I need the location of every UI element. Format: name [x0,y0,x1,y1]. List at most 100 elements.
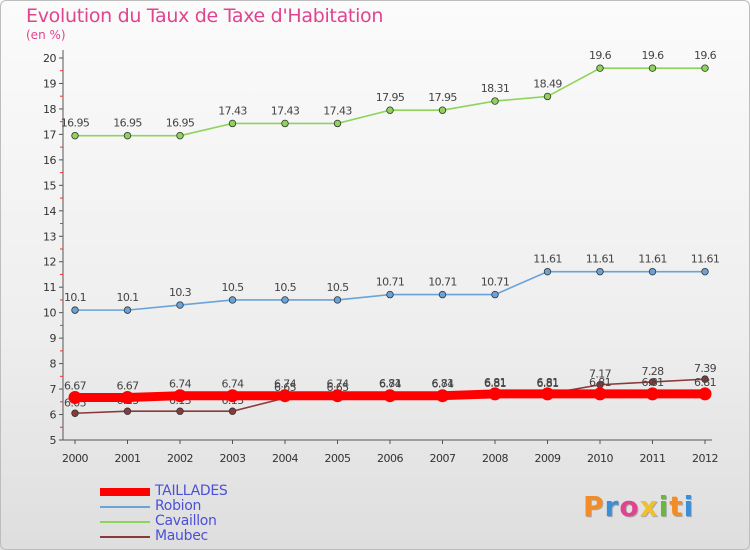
data-label-robion: 10.71 [428,276,457,289]
data-point-taillades [541,387,554,401]
data-label-cavaillon: 17.95 [428,91,457,104]
y-tick-label: 7 [50,383,57,396]
data-label-robion: 11.61 [533,253,562,266]
data-label-robion: 11.61 [586,253,615,266]
data-point-maubec [176,407,184,415]
data-point-robion [596,267,604,276]
data-point-maubec [648,378,657,386]
data-label-maubec: 7.28 [641,365,664,378]
data-label-taillades: 6.81 [694,376,716,389]
data-point-robion [333,296,342,304]
data-label-maubec: 6.81 [484,377,506,390]
data-point-robion [491,290,499,299]
data-point-robion [228,296,237,304]
data-point-taillades [383,389,397,403]
x-tick-label: 2009 [535,452,561,465]
y-tick-label: 19 [43,77,56,90]
legend-swatch-robion [100,506,150,508]
x-tick-label: 2000 [62,452,88,465]
data-point-taillades [698,387,712,401]
data-label-maubec: 6.81 [431,377,453,390]
data-label-robion: 10.5 [326,281,349,294]
proxiti-logo: Proxiti [583,490,695,523]
data-point-cavaillon [648,64,657,72]
data-label-robion: 11.61 [638,253,667,266]
y-tick-label: 10 [43,307,56,320]
data-point-cavaillon [438,106,447,114]
data-point-cavaillon [71,131,79,140]
data-label-cavaillon: 16.95 [166,117,195,130]
data-point-cavaillon [176,131,184,140]
data-label-cavaillon: 17.95 [376,91,405,104]
data-label-cavaillon: 17.43 [218,104,247,117]
y-tick-label: 12 [43,256,56,269]
data-point-maubec [123,407,132,415]
y-tick-label: 5 [50,434,57,447]
legend-swatch-taillades [100,488,150,496]
data-label-cavaillon: 17.43 [323,104,352,117]
data-label-robion: 10.71 [376,276,405,289]
y-tick-label: 16 [43,154,56,167]
data-label-maubec: 6.81 [536,377,558,390]
data-label-maubec: 7.17 [589,368,612,381]
data-point-robion [386,290,394,299]
data-point-robion [281,296,289,304]
legend-label-robion: Robion [155,498,202,514]
data-label-robion: 10.5 [274,281,297,294]
data-label-robion: 10.1 [116,291,138,304]
data-label-taillades: 6.74 [221,378,244,391]
data-label-robion: 10.3 [169,286,192,299]
data-point-cavaillon [596,64,604,72]
data-label-cavaillon: 17.43 [271,104,300,117]
y-tick-label: 8 [50,358,57,371]
x-tick-label: 2008 [482,452,508,465]
data-point-cavaillon [386,106,394,114]
data-label-taillades: 6.74 [326,378,349,391]
data-point-maubec [71,409,79,417]
data-label-taillades: 6.81 [484,376,506,389]
y-tick-label: 20 [43,52,56,65]
data-point-maubec [228,407,237,415]
x-tick-label: 2012 [692,452,718,465]
data-point-cavaillon [701,64,709,72]
data-label-cavaillon: 16.95 [61,117,90,130]
x-tick-label: 2007 [430,452,456,465]
data-point-maubec [701,375,709,383]
data-label-maubec: 7.39 [694,362,717,375]
data-label-taillades: 6.74 [274,378,297,391]
x-tick-label: 2011 [640,452,666,465]
data-label-cavaillon: 16.95 [113,117,142,130]
data-label-taillades: 6.74 [431,378,454,391]
data-point-robion [648,267,657,276]
x-tick-label: 2001 [115,452,141,465]
data-label-cavaillon: 18.31 [481,82,510,95]
data-label-taillades: 6.81 [536,376,558,389]
data-label-cavaillon: 19.6 [589,49,612,62]
legend-swatch-cavaillon [100,521,150,523]
x-tick-label: 2004 [272,452,298,465]
y-tick-label: 17 [43,128,56,141]
data-point-taillades [68,390,82,404]
y-tick-label: 14 [43,205,56,218]
y-tick-label: 6 [50,409,57,422]
x-tick-label: 2003 [220,452,246,465]
data-label-maubec: 6.65 [326,381,349,394]
data-point-robion [543,267,552,276]
data-point-cavaillon [123,131,132,140]
data-point-taillades [121,390,134,404]
y-tick-label: 9 [50,332,57,345]
data-point-taillades [436,389,449,403]
y-tick-label: 15 [43,179,56,192]
data-point-taillades [488,387,502,401]
data-point-robion [71,306,79,314]
x-tick-label: 2005 [325,452,351,465]
data-point-robion [438,290,447,299]
data-point-taillades [173,389,187,403]
data-label-robion: 10.71 [481,276,510,289]
data-label-robion: 10.5 [221,281,244,294]
x-tick-label: 2006 [377,452,403,465]
legend-swatch-maubec [100,536,150,538]
legend-label-maubec: Maubec [155,528,208,544]
data-label-taillades: 6.67 [116,379,139,392]
